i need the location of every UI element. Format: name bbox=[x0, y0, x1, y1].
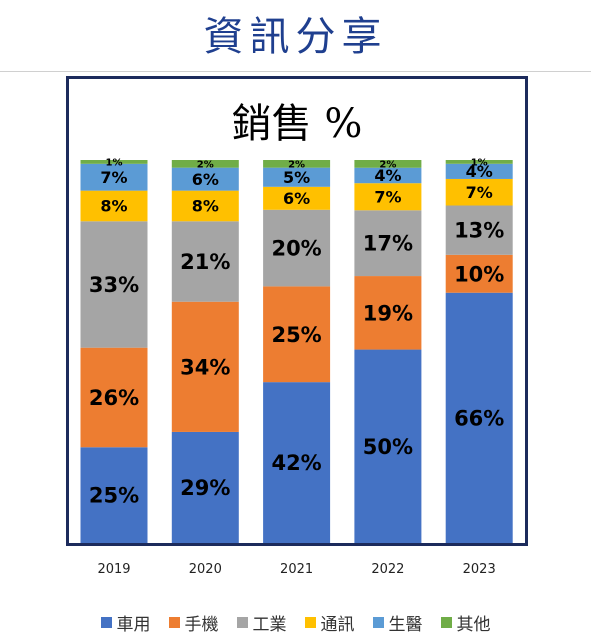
bar-segment-2019-車用 bbox=[80, 447, 148, 543]
x-tick-label-2021: 2021 bbox=[280, 562, 313, 577]
data-label-2021-車用: 42% bbox=[271, 451, 321, 475]
bar-segment-2021-其他 bbox=[263, 160, 331, 168]
legend-swatch bbox=[168, 616, 180, 628]
data-label-2023-通訊: 7% bbox=[466, 183, 493, 202]
chart-title: 銷售 % bbox=[232, 101, 363, 147]
legend-item-車用: 車用 bbox=[100, 610, 151, 635]
x-tick-label-2019: 2019 bbox=[97, 562, 130, 577]
data-label-2019-手機: 26% bbox=[89, 386, 139, 410]
data-label-2020-生醫: 6% bbox=[192, 170, 219, 189]
bar-segment-2020-通訊 bbox=[171, 190, 239, 222]
bar-segment-2021-手機 bbox=[263, 286, 331, 383]
bar-segment-2023-車用 bbox=[445, 292, 513, 543]
bar-segment-2020-生醫 bbox=[171, 167, 239, 191]
legend-label: 通訊 bbox=[320, 614, 355, 635]
data-label-2019-車用: 25% bbox=[89, 484, 139, 508]
data-label-2021-其他: 2% bbox=[288, 159, 305, 170]
bar-segment-2022-手機 bbox=[354, 276, 422, 350]
bar-segment-2021-生醫 bbox=[263, 167, 331, 187]
legend-label: 車用 bbox=[116, 614, 151, 635]
page-title: 資訊分享 bbox=[203, 14, 388, 60]
bar-segment-2019-其他 bbox=[80, 160, 148, 164]
data-label-2019-工業: 33% bbox=[89, 273, 139, 297]
x-tick-label-2023: 2023 bbox=[463, 562, 496, 577]
bar-segment-2023-生醫 bbox=[445, 163, 513, 179]
legend-label: 生醫 bbox=[388, 614, 423, 635]
data-label-2019-其他: 1% bbox=[106, 158, 123, 169]
legend-swatch bbox=[440, 616, 452, 628]
bars-layer: 25%26%33%8%7%1%29%34%21%8%6%2%42%25%20%6… bbox=[80, 157, 513, 543]
bar-segment-2023-手機 bbox=[445, 254, 513, 293]
legend-label: 工業 bbox=[252, 614, 287, 635]
x-tick-labels: 2019 2020 2021 2022 2023 bbox=[97, 562, 495, 577]
data-label-2023-車用: 66% bbox=[454, 406, 504, 430]
legend-swatch bbox=[304, 616, 316, 628]
data-label-2021-工業: 20% bbox=[271, 237, 321, 261]
bar-segment-2023-工業 bbox=[445, 205, 513, 255]
data-label-2022-車用: 50% bbox=[363, 435, 413, 459]
bar-segment-2020-工業 bbox=[171, 221, 239, 302]
bar-segment-2020-車用 bbox=[171, 431, 239, 543]
data-label-2022-其他: 2% bbox=[379, 159, 396, 170]
legend-swatch bbox=[372, 616, 384, 628]
bar-segment-2022-工業 bbox=[354, 210, 422, 277]
data-label-2020-通訊: 8% bbox=[192, 197, 219, 216]
data-label-2020-工業: 21% bbox=[180, 250, 230, 274]
data-label-2023-生醫: 4% bbox=[466, 162, 493, 181]
legend-item-通訊: 通訊 bbox=[304, 610, 355, 635]
data-label-2022-工業: 17% bbox=[363, 232, 413, 256]
bar-segment-2021-車用 bbox=[263, 382, 331, 543]
bar-segment-2019-生醫 bbox=[80, 163, 148, 191]
data-label-2021-通訊: 6% bbox=[283, 189, 310, 208]
data-label-2021-手機: 25% bbox=[271, 323, 321, 347]
header-divider bbox=[0, 71, 591, 72]
bar-segment-2021-通訊 bbox=[263, 186, 331, 210]
bar-segment-2022-其他 bbox=[354, 160, 422, 168]
x-axis: 2019 2020 2021 2022 2023 bbox=[97, 562, 495, 577]
data-label-2022-手機: 19% bbox=[363, 301, 413, 325]
legend-swatch bbox=[236, 616, 248, 628]
bar-segment-2020-其他 bbox=[171, 160, 239, 168]
bar-segment-2019-工業 bbox=[80, 221, 148, 348]
bar-segment-2021-工業 bbox=[263, 209, 331, 287]
data-label-2019-生醫: 7% bbox=[100, 168, 127, 187]
bar-segment-2022-車用 bbox=[354, 349, 422, 543]
chart-legend: 車用 手機 工業 通訊 生醫 其他 bbox=[0, 608, 591, 636]
data-label-2019-通訊: 8% bbox=[100, 197, 127, 216]
data-label-2022-生醫: 4% bbox=[374, 166, 401, 185]
legend-item-手機: 手機 bbox=[168, 610, 219, 635]
bar-segment-2023-其他 bbox=[445, 160, 513, 164]
data-label-2023-其他: 1% bbox=[471, 157, 488, 168]
data-label-2020-其他: 2% bbox=[197, 159, 214, 170]
bar-segment-2020-手機 bbox=[171, 301, 239, 432]
legend-item-其他: 其他 bbox=[440, 610, 491, 635]
bar-segment-2023-通訊 bbox=[445, 178, 513, 206]
x-tick-label-2022: 2022 bbox=[371, 562, 404, 577]
legend-label: 手機 bbox=[184, 614, 219, 635]
bar-segment-2019-手機 bbox=[80, 347, 148, 448]
data-label-2020-手機: 34% bbox=[180, 355, 230, 379]
legend-item-工業: 工業 bbox=[236, 610, 287, 635]
bar-segment-2019-通訊 bbox=[80, 190, 148, 222]
data-label-2021-生醫: 5% bbox=[283, 168, 310, 187]
bar-segment-2022-通訊 bbox=[354, 183, 422, 211]
data-label-2023-工業: 13% bbox=[454, 219, 504, 243]
legend-swatch bbox=[100, 616, 112, 628]
chart-frame: 銷售 % 25% 26% 33% 8% 7% 1% 29% 34% 21% 8% 6% 2% 42% 25… bbox=[66, 76, 528, 546]
data-label-2020-車用: 29% bbox=[180, 476, 230, 500]
data-label-2023-手機: 10% bbox=[454, 262, 504, 286]
stacked-bar-chart: 銷售 % 25%26%33%8%7%1%29%34%21%8%6%2%42%25… bbox=[80, 101, 513, 543]
x-tick-label-2020: 2020 bbox=[189, 562, 222, 577]
data-label-2022-通訊: 7% bbox=[374, 188, 401, 207]
legend-item-生醫: 生醫 bbox=[372, 610, 423, 635]
legend-label: 其他 bbox=[456, 614, 491, 635]
bar-segment-2022-生醫 bbox=[354, 167, 422, 184]
